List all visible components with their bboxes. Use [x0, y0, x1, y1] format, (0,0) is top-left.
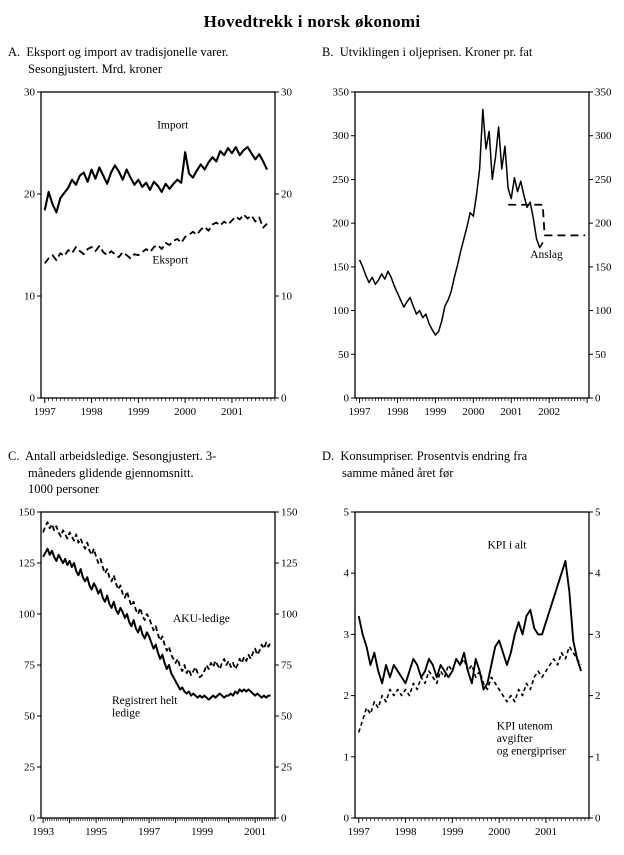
svg-text:2002: 2002	[538, 406, 560, 418]
svg-text:1: 1	[344, 751, 350, 763]
svg-text:100: 100	[595, 305, 612, 317]
svg-text:50: 50	[281, 711, 293, 723]
svg-text:50: 50	[595, 349, 607, 361]
panel-c: C. Antall arbeidsledige. Sesongjustert. …	[8, 448, 308, 844]
svg-text:300: 300	[595, 130, 612, 142]
svg-text:150: 150	[281, 507, 298, 519]
svg-text:Import: Import	[157, 120, 189, 132]
svg-text:4: 4	[595, 568, 601, 580]
svg-text:200: 200	[595, 218, 612, 230]
svg-text:2000: 2000	[174, 406, 197, 418]
svg-text:300: 300	[333, 130, 350, 142]
svg-text:1: 1	[595, 751, 601, 763]
svg-text:2: 2	[344, 690, 350, 702]
panel-c-chart: 0 0 25 25 50 50 75 75 100 100 125 125 150 150 1993 1995…	[19, 507, 299, 839]
panel-d: D. Konsumpriser. Prosentvis endring fra …	[322, 448, 622, 844]
svg-text:250: 250	[333, 174, 350, 186]
svg-text:1999: 1999	[441, 826, 464, 838]
svg-text:1999: 1999	[424, 406, 447, 418]
svg-text:200: 200	[333, 218, 350, 230]
svg-text:5: 5	[344, 507, 350, 519]
svg-text:25: 25	[281, 762, 293, 774]
svg-text:Eksport: Eksport	[152, 254, 189, 266]
panel-c-caption: C. Antall arbeidsledige. Sesongjustert. …	[8, 449, 217, 496]
svg-text:100: 100	[333, 305, 350, 317]
svg-text:1997: 1997	[138, 826, 161, 838]
svg-text:5: 5	[595, 507, 601, 519]
figure-title: Hovedtrekk i norsk økonomi	[203, 12, 421, 31]
svg-text:2001: 2001	[535, 826, 557, 838]
panel-b-chart: 0 0 50 50 100 100 150 150 200 200 250 250 300 300 350 3…	[333, 87, 613, 419]
panel-b: B. Utviklingen i oljeprisen. Kroner pr. …	[322, 44, 622, 424]
svg-text:350: 350	[595, 87, 612, 99]
svg-text:75: 75	[281, 660, 293, 672]
svg-text:75: 75	[24, 660, 36, 672]
svg-text:1999: 1999	[127, 406, 150, 418]
panel-a-caption: A. Eksport og import av tradisjonelle va…	[8, 45, 229, 76]
svg-text:3: 3	[595, 629, 601, 641]
svg-text:125: 125	[281, 558, 298, 570]
svg-text:1997: 1997	[34, 406, 57, 418]
svg-text:25: 25	[24, 762, 36, 774]
svg-text:3: 3	[344, 629, 350, 641]
svg-text:0: 0	[595, 393, 601, 405]
svg-text:250: 250	[595, 174, 612, 186]
panel-b-caption: B. Utviklingen i oljeprisen. Kroner pr. …	[322, 45, 533, 59]
svg-text:KPI i alt: KPI i alt	[487, 540, 527, 552]
svg-text:Anslag: Anslag	[530, 249, 563, 261]
svg-text:10: 10	[281, 291, 293, 303]
svg-text:0: 0	[595, 813, 601, 825]
svg-text:50: 50	[338, 349, 350, 361]
svg-text:125: 125	[19, 558, 36, 570]
svg-text:AKU-ledige: AKU-ledige	[173, 613, 230, 625]
svg-text:2001: 2001	[500, 406, 522, 418]
svg-text:1997: 1997	[348, 826, 371, 838]
svg-text:50: 50	[24, 711, 36, 723]
svg-text:100: 100	[281, 609, 298, 621]
svg-text:0: 0	[30, 393, 36, 405]
svg-text:30: 30	[281, 87, 293, 99]
svg-text:150: 150	[595, 261, 612, 273]
svg-text:2000: 2000	[462, 406, 485, 418]
panel-a-chart: 0 0 10 10 20 20 30 30 1997 1998 1999 2000 2001 Import…	[24, 87, 293, 419]
svg-text:2001: 2001	[221, 406, 243, 418]
svg-text:100: 100	[19, 609, 36, 621]
svg-text:2001: 2001	[244, 826, 266, 838]
svg-text:0: 0	[344, 813, 350, 825]
svg-text:1995: 1995	[85, 826, 108, 838]
svg-text:20: 20	[281, 189, 293, 201]
svg-text:1999: 1999	[191, 826, 214, 838]
svg-text:150: 150	[19, 507, 36, 519]
svg-text:1998: 1998	[395, 826, 418, 838]
svg-text:2: 2	[595, 690, 601, 702]
svg-text:1998: 1998	[386, 406, 409, 418]
svg-text:350: 350	[333, 87, 350, 99]
svg-text:2000: 2000	[488, 826, 511, 838]
panel-d-chart: 0 0 1 1 2 2 3 3 4 4 5 5 1997 1998 1999 2000 2001 KPI i al…	[344, 507, 602, 839]
panel-a: A. Eksport og import av tradisjonelle va…	[8, 44, 308, 424]
svg-text:0: 0	[30, 813, 36, 825]
svg-text:1993: 1993	[32, 826, 55, 838]
svg-text:0: 0	[281, 393, 287, 405]
panel-d-caption: D. Konsumpriser. Prosentvis endring fra …	[322, 449, 528, 480]
svg-text:150: 150	[333, 261, 350, 273]
svg-text:20: 20	[24, 189, 36, 201]
svg-text:30: 30	[24, 87, 36, 99]
svg-text:10: 10	[24, 291, 36, 303]
svg-text:4: 4	[344, 568, 350, 580]
svg-text:1998: 1998	[81, 406, 104, 418]
svg-text:0: 0	[344, 393, 350, 405]
svg-text:1997: 1997	[349, 406, 372, 418]
svg-text:0: 0	[281, 813, 287, 825]
chart-grid: A. Eksport og import av tradisjonelle va…	[8, 44, 616, 844]
